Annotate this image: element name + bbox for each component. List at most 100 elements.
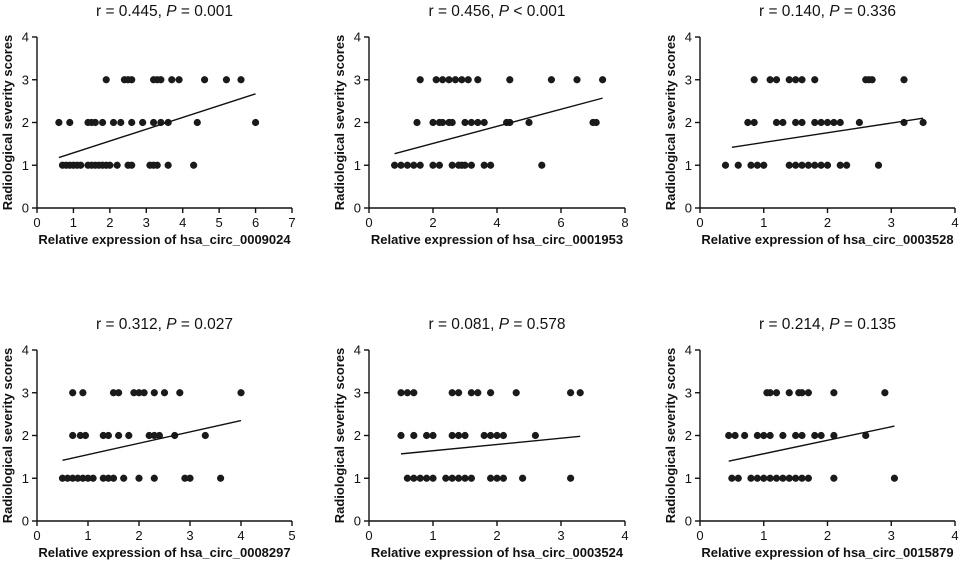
y-tick-label: 3 xyxy=(685,385,692,400)
x-tick-label: 8 xyxy=(621,215,628,230)
data-point xyxy=(798,118,806,127)
scatter-panel-1: r = 0.445, P = 0.001 0 1 2 3 4 0 1 2 3 4 5 6 7 Relativ… xyxy=(0,3,296,247)
data-point xyxy=(69,389,77,397)
data-point xyxy=(798,389,806,397)
data-point xyxy=(747,161,755,169)
data-point xyxy=(145,431,153,440)
data-point xyxy=(448,474,456,482)
x-tick-label: 6 xyxy=(252,215,259,230)
data-point xyxy=(487,161,495,169)
data-point xyxy=(423,474,431,482)
scatter-panel-5: r = 0.081, P = 0.578 0 1 2 3 4 0 1 2 3 4 Relative e… xyxy=(332,316,629,560)
x-tick-label: 5 xyxy=(288,528,295,543)
data-point xyxy=(493,474,501,482)
data-point xyxy=(201,431,209,440)
data-point xyxy=(792,118,800,127)
data-point xyxy=(499,474,507,482)
data-point xyxy=(55,118,63,127)
y-tick-label: 4 xyxy=(685,343,692,358)
data-point xyxy=(423,431,431,440)
data-point xyxy=(176,389,184,397)
data-point xyxy=(461,431,469,440)
y-tick-label: 4 xyxy=(354,30,361,45)
data-point xyxy=(817,118,825,127)
data-point xyxy=(467,118,475,127)
data-point xyxy=(200,76,209,84)
data-point xyxy=(792,474,800,482)
data-point xyxy=(753,431,761,440)
data-point xyxy=(150,389,158,397)
x-tick-label: 4 xyxy=(493,215,500,230)
data-point xyxy=(464,76,472,84)
data-point xyxy=(811,118,819,127)
data-point xyxy=(811,161,819,169)
title-p-value: = 0.336 xyxy=(840,3,896,20)
y-axis-label: Radiological severity scores xyxy=(663,348,678,524)
data-point xyxy=(429,474,437,482)
y-tick-label: 3 xyxy=(354,72,361,87)
x-tick-label: 2 xyxy=(824,528,831,543)
data-point xyxy=(139,118,147,127)
y-tick-label: 1 xyxy=(685,158,692,173)
data-point xyxy=(573,76,581,84)
data-point xyxy=(99,474,107,482)
data-point xyxy=(506,76,514,84)
data-point xyxy=(785,389,793,397)
data-point xyxy=(512,389,520,397)
data-point xyxy=(251,118,260,127)
y-tick-label: 2 xyxy=(22,428,29,443)
data-point xyxy=(81,431,90,440)
y-tick-label: 0 xyxy=(22,201,29,216)
data-point xyxy=(519,474,527,482)
scatter-panel-6: r = 0.214, P = 0.135 0 1 2 3 4 0 1 2 3 4 Relative e… xyxy=(663,316,959,560)
data-point xyxy=(467,474,475,482)
data-point xyxy=(804,474,812,482)
data-point xyxy=(128,118,136,127)
x-axis-label: Relative expression of hsa_circ_0009024 xyxy=(38,232,291,247)
scatter-panels: r = 0.445, P = 0.001 0 1 2 3 4 0 1 2 3 4 5 6 7 Relativ… xyxy=(0,3,959,560)
data-point xyxy=(439,118,447,127)
x-tick-label: 3 xyxy=(143,215,150,230)
y-tick-label: 3 xyxy=(685,72,692,87)
data-point xyxy=(150,431,158,440)
y-tick-label: 1 xyxy=(354,158,361,173)
data-point xyxy=(445,76,453,84)
y-tick-label: 0 xyxy=(354,514,361,529)
data-point xyxy=(410,161,418,169)
data-point xyxy=(76,431,84,440)
data-point xyxy=(474,389,482,397)
data-point xyxy=(168,76,176,84)
data-point xyxy=(115,431,123,440)
data-point xyxy=(792,161,800,169)
data-point xyxy=(461,474,469,482)
data-point xyxy=(823,161,832,169)
data-point xyxy=(451,76,459,84)
data-point xyxy=(741,431,749,440)
x-tick-label: 4 xyxy=(179,215,186,230)
data-point xyxy=(567,389,575,397)
panel-title: r = 0.312, P = 0.027 xyxy=(96,316,233,333)
data-point xyxy=(439,76,447,84)
data-point xyxy=(785,76,793,84)
data-point xyxy=(448,431,456,440)
x-tick-label: 0 xyxy=(365,528,372,543)
data-point xyxy=(397,389,405,397)
title-r-part: r = 0.214, xyxy=(759,316,829,333)
title-r-part: r = 0.140, xyxy=(759,3,829,20)
x-tick-label: 5 xyxy=(216,215,223,230)
data-point xyxy=(391,161,399,169)
data-point xyxy=(480,161,488,169)
data-point xyxy=(125,431,133,440)
x-tick-label: 2 xyxy=(824,215,831,230)
scatter-panel-4: r = 0.312, P = 0.027 0 1 2 3 4 0 1 2 3 4 5 Relative … xyxy=(0,316,296,560)
title-r-part: r = 0.081, xyxy=(428,316,498,333)
data-point xyxy=(900,118,908,127)
data-point xyxy=(397,431,405,440)
data-point xyxy=(455,431,463,440)
x-axis-label: Relative expression of hsa_circ_0003524 xyxy=(371,545,624,560)
data-point xyxy=(181,474,189,482)
data-point xyxy=(779,474,787,482)
data-point xyxy=(115,389,123,397)
data-point xyxy=(58,474,67,482)
data-point xyxy=(766,474,774,482)
